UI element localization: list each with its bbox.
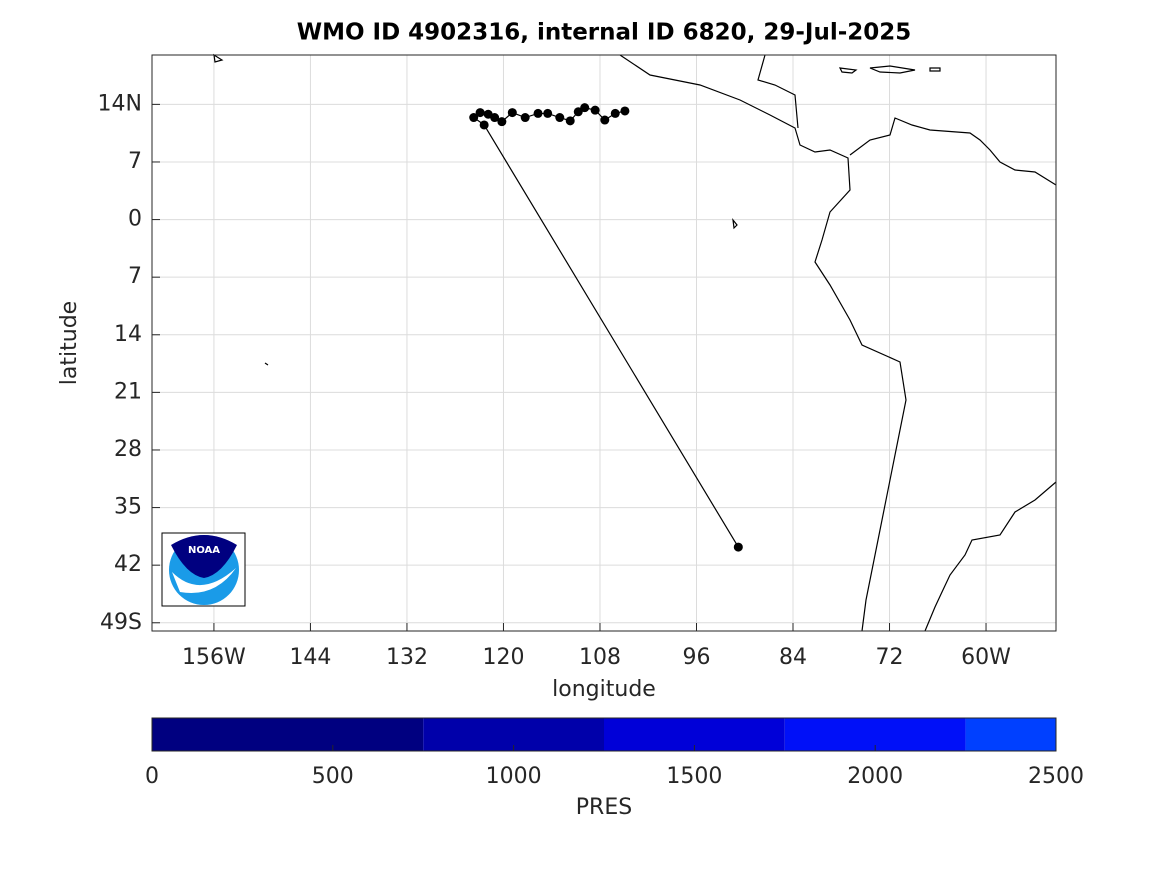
coastline (924, 481, 1057, 632)
track-point (475, 108, 485, 118)
coastline (619, 54, 907, 632)
y-tick-label: 7 (128, 149, 142, 174)
y-tick-label: 0 (128, 207, 142, 232)
colorbar-segment (965, 718, 1056, 751)
colorbar-tick-label: 500 (312, 764, 354, 789)
logo-top (171, 535, 237, 578)
logo-text: NOAA (188, 545, 220, 556)
track-point (580, 103, 590, 113)
colorbar-tick-label: 1000 (486, 764, 542, 789)
y-axis-label: latitude (57, 301, 82, 385)
track-point (620, 106, 630, 116)
logo-wave (172, 568, 236, 593)
coastline (757, 54, 799, 129)
y-tick-label: 28 (114, 437, 142, 462)
track-point (507, 108, 517, 118)
colorbar-frame (151, 717, 1057, 752)
y-tick-label: 42 (114, 552, 142, 577)
track (469, 103, 743, 552)
grid (152, 55, 1056, 631)
coastlines (213, 53, 1057, 632)
x-tick-label: 84 (779, 645, 807, 670)
island (213, 53, 941, 366)
x-tick-label: 60W (961, 645, 1011, 670)
y-tick-label: 49S (100, 610, 142, 635)
y-tick-label: 14N (98, 91, 142, 116)
colorbar-label: PRES (576, 795, 632, 820)
x-axis-label: longitude (552, 677, 656, 702)
chart-title: WMO ID 4902316, internal ID 6820, 29-Jul… (297, 20, 912, 46)
colorbar-segment (152, 718, 424, 751)
track-point (610, 108, 620, 118)
y-tick-label: 7 (128, 264, 142, 289)
x-tick-label: 108 (579, 645, 621, 670)
plot-frame (151, 54, 1057, 632)
y-tick-label: 35 (114, 495, 142, 520)
track-point (479, 120, 489, 130)
track-point (469, 113, 479, 123)
track-point (533, 108, 543, 118)
track-point (600, 115, 610, 125)
track-point (520, 113, 530, 123)
track-point (573, 107, 583, 117)
colorbar: 0 500 1000 1500 2000 2500 PRES (145, 717, 1084, 820)
colorbar-tick-label: 2500 (1028, 764, 1084, 789)
x-tick-label: 96 (682, 645, 710, 670)
x-tick-label: 156W (182, 645, 246, 670)
track-point (497, 117, 507, 127)
track-point (555, 113, 565, 123)
track-point (543, 108, 553, 118)
logo: NOAA (161, 532, 246, 607)
coastline (849, 117, 1057, 186)
colorbar-tick-label: 2000 (847, 764, 903, 789)
x-tick-label: 132 (386, 645, 428, 670)
x-tick-label: 144 (289, 645, 331, 670)
track-point (483, 109, 493, 119)
colorbar-tick-label: 0 (145, 764, 159, 789)
x-tick-label: 72 (876, 645, 904, 670)
y-tick-label: 21 (114, 379, 142, 404)
track-point (590, 105, 600, 115)
track-point (565, 116, 575, 126)
track-point (733, 542, 743, 552)
x-tick-label: 120 (482, 645, 524, 670)
y-tick-label: 14 (114, 322, 142, 347)
colorbar-tick-label: 1500 (666, 764, 722, 789)
